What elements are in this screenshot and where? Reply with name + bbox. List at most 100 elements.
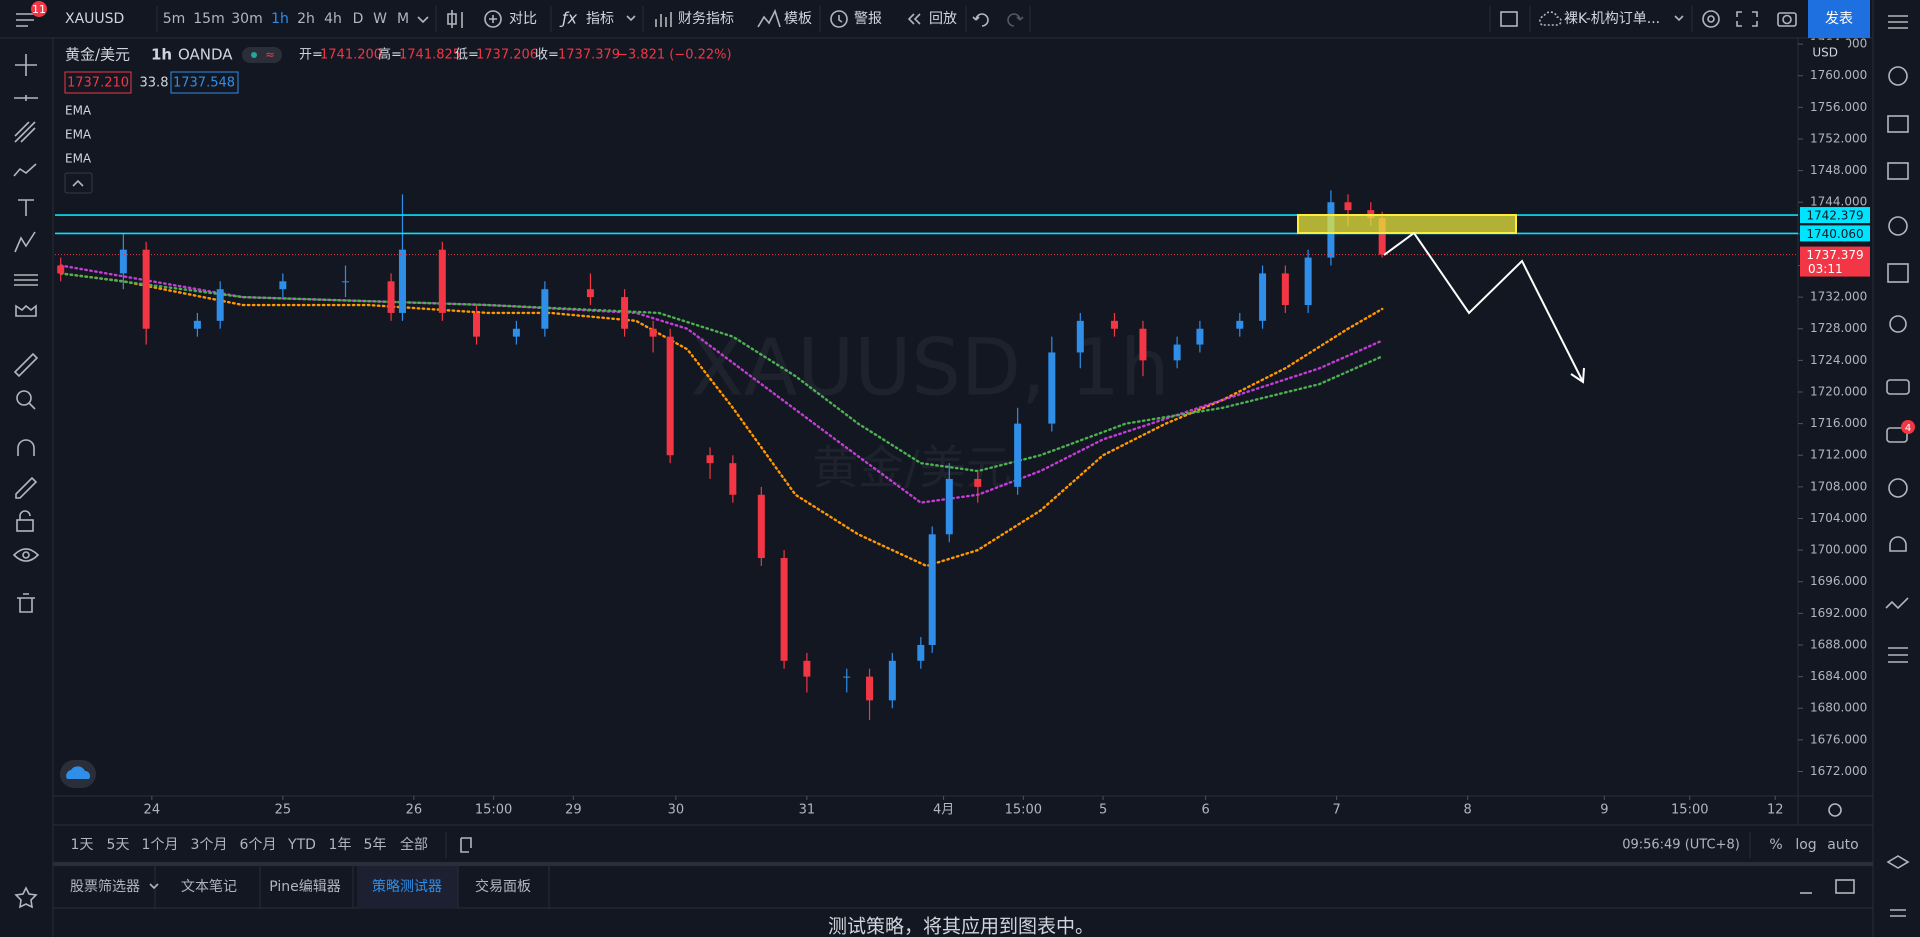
indicator-legend[interactable]: EMA	[65, 152, 92, 166]
panel-tab[interactable]: 文本笔记	[181, 879, 237, 895]
bid-price[interactable]: 1737.210	[67, 76, 129, 91]
panel-tab[interactable]: 策略测试器	[372, 878, 442, 895]
notifications-button[interactable]	[1889, 536, 1907, 552]
interval-button[interactable]: 30m	[231, 11, 262, 27]
layout-dropdown[interactable]	[1674, 15, 1684, 22]
publish-button-bg[interactable]	[1808, 0, 1870, 38]
indicator-legend[interactable]: EMA	[65, 104, 92, 118]
ask-price[interactable]: 1737.548	[173, 76, 235, 91]
interval-button[interactable]: 4h	[324, 11, 342, 27]
replay-icon[interactable]	[907, 13, 921, 25]
indicators-icon[interactable]: ƒx	[559, 9, 578, 28]
snapshot-button[interactable]	[1777, 12, 1797, 27]
interval-button[interactable]: W	[373, 11, 387, 27]
compare-button[interactable]: 对比	[509, 11, 537, 27]
favorites-tool[interactable]	[14, 886, 38, 909]
financials-icon[interactable]	[655, 12, 672, 27]
news-button[interactable]	[1887, 115, 1909, 133]
interval-button[interactable]: M	[397, 11, 409, 27]
interval-button[interactable]: D	[353, 11, 364, 27]
maximize-panel[interactable]	[1835, 879, 1855, 894]
collapse-legend-button[interactable]	[64, 172, 93, 194]
undo-button[interactable]	[972, 13, 989, 27]
range-button[interactable]: 1天	[71, 837, 94, 853]
help-button[interactable]	[1890, 909, 1906, 917]
percent-toggle[interactable]: %	[1769, 837, 1782, 853]
publish-button[interactable]: 发表	[1825, 11, 1853, 27]
interval-button[interactable]: 15m	[193, 11, 224, 27]
delete-tool[interactable]	[17, 593, 35, 613]
legend-symbol[interactable]: 黄金/美元	[65, 46, 130, 64]
goto-date-button[interactable]	[460, 837, 472, 853]
pattern-tool[interactable]	[14, 231, 36, 253]
trading-button[interactable]	[1885, 597, 1909, 610]
panel-tab[interactable]: 交易面板	[475, 878, 531, 895]
interval-button[interactable]: 5m	[163, 11, 186, 27]
range-button[interactable]: 1个月	[142, 837, 179, 853]
indicators-button[interactable]: 指标	[586, 11, 614, 27]
auto-toggle[interactable]: auto	[1827, 837, 1859, 853]
log-toggle[interactable]: log	[1795, 837, 1816, 853]
chat-button[interactable]	[1886, 379, 1910, 395]
ask-box[interactable]	[170, 71, 239, 94]
hide-tool[interactable]	[12, 548, 40, 562]
magnet-tool[interactable]	[17, 439, 35, 456]
indicator-legend[interactable]: EMA	[65, 128, 92, 142]
replay-button[interactable]: 回放	[929, 11, 957, 27]
ideas-button[interactable]	[1889, 315, 1907, 333]
range-button[interactable]: 1年	[329, 837, 352, 853]
alerts-panel-button[interactable]	[1888, 66, 1908, 86]
calendar-button[interactable]	[1887, 263, 1909, 283]
panel-tab[interactable]: 股票筛选器	[70, 879, 140, 895]
messages-button[interactable]	[1886, 427, 1908, 443]
hotlist-button[interactable]	[1888, 216, 1908, 236]
trend-line-tool[interactable]	[14, 95, 38, 101]
lock-tool[interactable]	[16, 519, 34, 532]
watchlist-button[interactable]	[1888, 15, 1908, 29]
panel-tab[interactable]: Pine编辑器	[269, 879, 341, 895]
screener-dropdown[interactable]	[149, 883, 159, 890]
range-button[interactable]: 5天	[107, 837, 130, 853]
clock[interactable]: 09:56:49 (UTC+8)	[1622, 838, 1740, 853]
range-button[interactable]: YTD	[287, 837, 316, 853]
alerts-icon[interactable]	[830, 10, 848, 28]
stay-drawing-tool[interactable]	[15, 476, 38, 499]
symbol-search[interactable]: XAUUSD	[65, 11, 124, 27]
financials-button[interactable]: 财务指标	[678, 11, 734, 27]
brush-tool[interactable]	[13, 163, 37, 177]
layout-name[interactable]: 裸K-机构订单...	[1564, 11, 1660, 27]
fullscreen-button[interactable]	[1736, 11, 1758, 27]
alerts-button[interactable]: 警报	[854, 11, 882, 27]
interval-button[interactable]: 1h	[271, 11, 289, 27]
pitchfork-tool[interactable]	[14, 121, 36, 143]
range-button[interactable]: 全部	[400, 836, 428, 853]
rectangle-drawing[interactable]	[1297, 214, 1517, 234]
streams-button[interactable]	[1888, 478, 1908, 498]
chart-type-icon[interactable]	[447, 10, 463, 28]
arrow-drawing[interactable]	[1383, 231, 1584, 383]
axis-settings-button[interactable]	[1828, 803, 1842, 817]
data-window-button[interactable]	[1887, 162, 1909, 180]
ruler-tool[interactable]	[13, 352, 39, 378]
templates-icon[interactable]	[757, 8, 781, 28]
compare-icon[interactable]	[484, 10, 502, 28]
menu-button[interactable]	[16, 13, 34, 27]
dom-button[interactable]	[1888, 647, 1908, 663]
range-button[interactable]: 5年	[364, 837, 387, 853]
range-button[interactable]: 3个月	[191, 837, 228, 853]
zoom-tool[interactable]	[16, 390, 32, 406]
interval-button[interactable]: 2h	[297, 11, 315, 27]
settings-button[interactable]	[1702, 10, 1720, 28]
redo-button[interactable]	[1007, 13, 1024, 27]
range-button[interactable]: 6个月	[240, 837, 277, 853]
layers-button[interactable]	[1886, 855, 1910, 869]
text-tool[interactable]	[18, 199, 34, 216]
market-status[interactable]	[242, 47, 282, 63]
interval-dropdown[interactable]	[417, 16, 429, 24]
crosshair-tool[interactable]	[15, 54, 37, 76]
indicators-dropdown[interactable]	[626, 15, 636, 22]
icon-tool[interactable]	[15, 304, 37, 317]
prediction-tool[interactable]	[14, 274, 38, 286]
fullscreen-layout-icon[interactable]	[1500, 11, 1518, 27]
bid-box[interactable]	[64, 71, 132, 94]
